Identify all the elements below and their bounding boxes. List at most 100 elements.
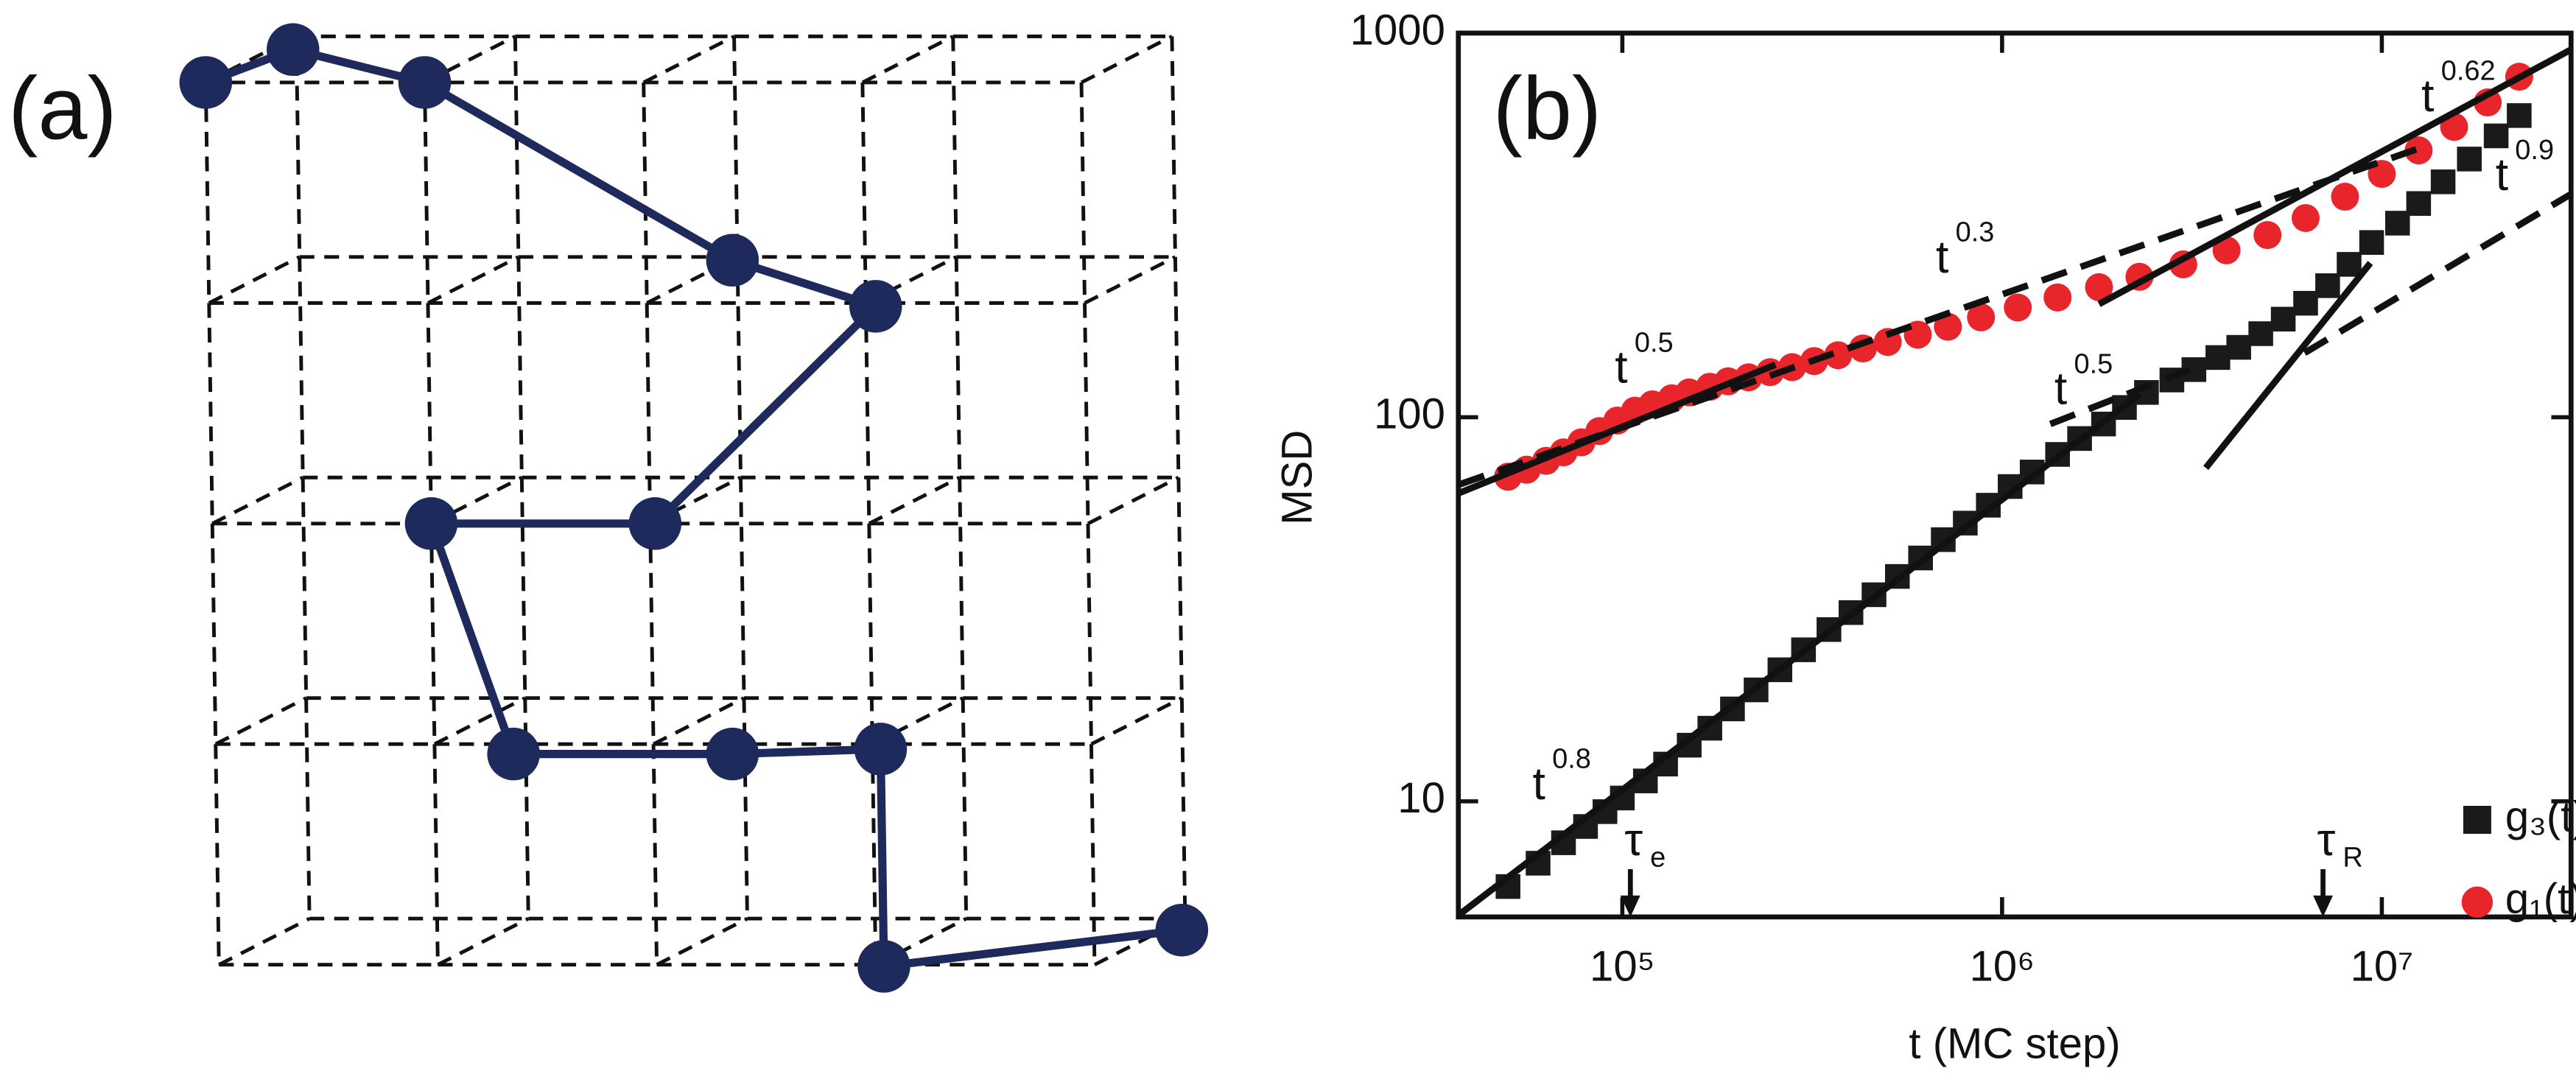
fit-exponent: 0.5 [1635,327,1674,358]
data-point [2406,191,2432,217]
lattice-edge [652,696,745,746]
legend-marker [2463,806,2491,835]
lattice-edge [430,476,523,525]
data-point [2430,169,2456,194]
fit-label: t [1615,342,1627,393]
lattice-edge [519,477,527,698]
lattice-edge [958,477,965,698]
lattice-edge [208,255,301,305]
polymer-chain [179,23,1209,993]
lattice-edge [211,476,304,525]
fit-line [1457,391,2143,918]
bead [1155,903,1209,957]
tau-label: τ [1624,814,1643,865]
data-point [2457,147,2482,172]
tau-arrowhead [2313,895,2333,917]
lattice-edge [865,255,958,305]
lattice-edge [642,82,649,303]
lattice-edge [1087,476,1180,525]
data-point [2293,290,2318,316]
y-tick-label: 100 [1374,390,1445,438]
lattice-edge [433,696,526,746]
lattice-edge [423,82,430,303]
lattice-edge [301,477,309,698]
bead [706,233,759,287]
lattice-edge [651,744,659,965]
lattice-edge [1173,256,1181,478]
lattice-edge [1176,477,1184,698]
data-point [2004,293,2032,322]
fit-line [1458,144,2421,488]
lattice-edge [861,35,954,85]
data-point [1967,303,1996,331]
lattice-edge [207,303,214,524]
fit-label: t [2496,149,2508,200]
tau-sub: R [2342,843,2362,874]
lattice-edge [870,744,878,965]
lattice-edge [951,36,958,257]
data-point [2337,252,2362,277]
fit-line [2303,191,2573,356]
bead [266,23,320,77]
lattice-edge [645,303,653,524]
panel-label: (a) [8,59,116,158]
fit-label: t [1936,231,1948,283]
data-point [2291,204,2320,232]
fit-exponent: 0.5 [2074,348,2113,379]
data-point [2507,103,2532,128]
data-point [1934,312,1962,341]
lattice-edge [1170,36,1177,257]
lattice-edge [1090,696,1183,746]
fit-line [2097,46,2573,307]
x-tick-label: 10⁵ [1590,943,1655,991]
lattice-edge [429,523,437,745]
bead [398,56,452,109]
data-point [2205,345,2231,371]
lattice-edge [1179,698,1187,919]
lattice-edge [424,35,516,85]
lattice-edge [860,82,868,303]
lattice-edge [513,36,521,257]
legend-marker [2461,886,2493,918]
lattice-edge [214,744,221,965]
data-point [2248,321,2273,346]
lattice [203,34,1187,967]
y-tick-label: 1000 [1350,6,1445,54]
data-point [2253,221,2282,250]
lattice-edge [1086,523,1093,745]
lattice-edge [427,255,519,305]
bead [404,497,458,550]
lattice-edge [1084,255,1176,305]
plot-frame [1456,30,2574,920]
data-point [2359,230,2384,255]
lattice-edge [961,698,969,919]
data-point [2270,306,2296,332]
lattice-edge [732,36,740,257]
lattice-edge [214,696,307,746]
lattice-edge [437,916,530,966]
lattice-edge [739,477,746,698]
data-point [2483,123,2509,149]
lattice-edge [1083,303,1090,524]
data-point [2226,334,2251,360]
lattice-edge [1080,35,1173,85]
legend-label: g₃(t) [2505,793,2576,840]
data-point [2384,211,2410,236]
lattice-edge [649,476,742,525]
lattice-edge [432,744,440,965]
fit-exponent: 0.9 [2515,135,2554,166]
bead [487,727,540,781]
tau-arrowhead [1620,895,1640,917]
fit-exponent: 0.62 [2441,56,2496,87]
fit-label: t [2421,70,2434,122]
lattice-edge [516,256,524,478]
lattice-edge [648,523,656,745]
lattice-edge [426,303,433,524]
lattice-edge [642,35,735,85]
data-point [2404,136,2433,165]
panel-label: (b) [1493,59,1601,158]
tau-label: τ [2317,814,2336,865]
